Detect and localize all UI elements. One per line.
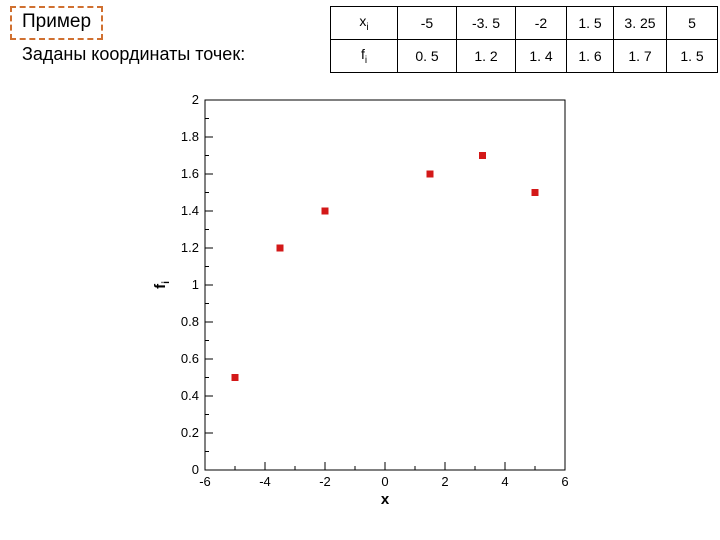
scatter-chart: -6 -4 -2 0 2 4 6 0 0.2 0.4 0.6 0.8 1 1.2 1.4 1.6 1.8 2 x fi bbox=[145, 90, 585, 520]
table-cell: 1. 5 bbox=[667, 39, 718, 72]
svg-text:1.8: 1.8 bbox=[181, 129, 199, 144]
svg-text:-4: -4 bbox=[259, 474, 271, 489]
subtitle: Заданы координаты точек: bbox=[22, 44, 245, 65]
svg-text:0.2: 0.2 bbox=[181, 425, 199, 440]
svg-text:0.8: 0.8 bbox=[181, 314, 199, 329]
svg-text:-6: -6 bbox=[199, 474, 211, 489]
svg-text:2: 2 bbox=[441, 474, 448, 489]
table-cell: 1. 5 bbox=[567, 7, 614, 40]
table-cell: 1. 4 bbox=[516, 39, 567, 72]
svg-text:0.4: 0.4 bbox=[181, 388, 199, 403]
svg-text:6: 6 bbox=[561, 474, 568, 489]
table-cell: -3. 5 bbox=[457, 7, 516, 40]
table-cell: -2 bbox=[516, 7, 567, 40]
table-header-f: fi bbox=[331, 39, 398, 72]
svg-text:0.6: 0.6 bbox=[181, 351, 199, 366]
table-header-x: xi bbox=[331, 7, 398, 40]
svg-text:2: 2 bbox=[192, 92, 199, 107]
svg-text:0: 0 bbox=[192, 462, 199, 477]
svg-text:fi: fi bbox=[152, 281, 172, 289]
svg-text:1.4: 1.4 bbox=[181, 203, 199, 218]
table-cell: 5 bbox=[667, 7, 718, 40]
table-row-f: fi 0. 5 1. 2 1. 4 1. 6 1. 7 1. 5 bbox=[331, 39, 718, 72]
example-header: Пример bbox=[10, 6, 103, 40]
chart-svg: -6 -4 -2 0 2 4 6 0 0.2 0.4 0.6 0.8 1 1.2 1.4 1.6 1.8 2 x fi bbox=[145, 90, 585, 520]
data-table: xi -5 -3. 5 -2 1. 5 3. 25 5 fi 0. 5 1. 2… bbox=[330, 6, 718, 73]
table-cell: 0. 5 bbox=[398, 39, 457, 72]
svg-text:4: 4 bbox=[501, 474, 508, 489]
table-row-x: xi -5 -3. 5 -2 1. 5 3. 25 5 bbox=[331, 7, 718, 40]
svg-text:1.6: 1.6 bbox=[181, 166, 199, 181]
svg-text:1.2: 1.2 bbox=[181, 240, 199, 255]
svg-text:x: x bbox=[381, 491, 390, 508]
table-cell: 3. 25 bbox=[614, 7, 667, 40]
svg-text:-2: -2 bbox=[319, 474, 331, 489]
svg-text:0: 0 bbox=[381, 474, 388, 489]
table-cell: 1. 6 bbox=[567, 39, 614, 72]
table-cell: -5 bbox=[398, 7, 457, 40]
svg-text:1: 1 bbox=[192, 277, 199, 292]
table-cell: 1. 2 bbox=[457, 39, 516, 72]
example-title: Пример bbox=[22, 11, 91, 32]
table-cell: 1. 7 bbox=[614, 39, 667, 72]
